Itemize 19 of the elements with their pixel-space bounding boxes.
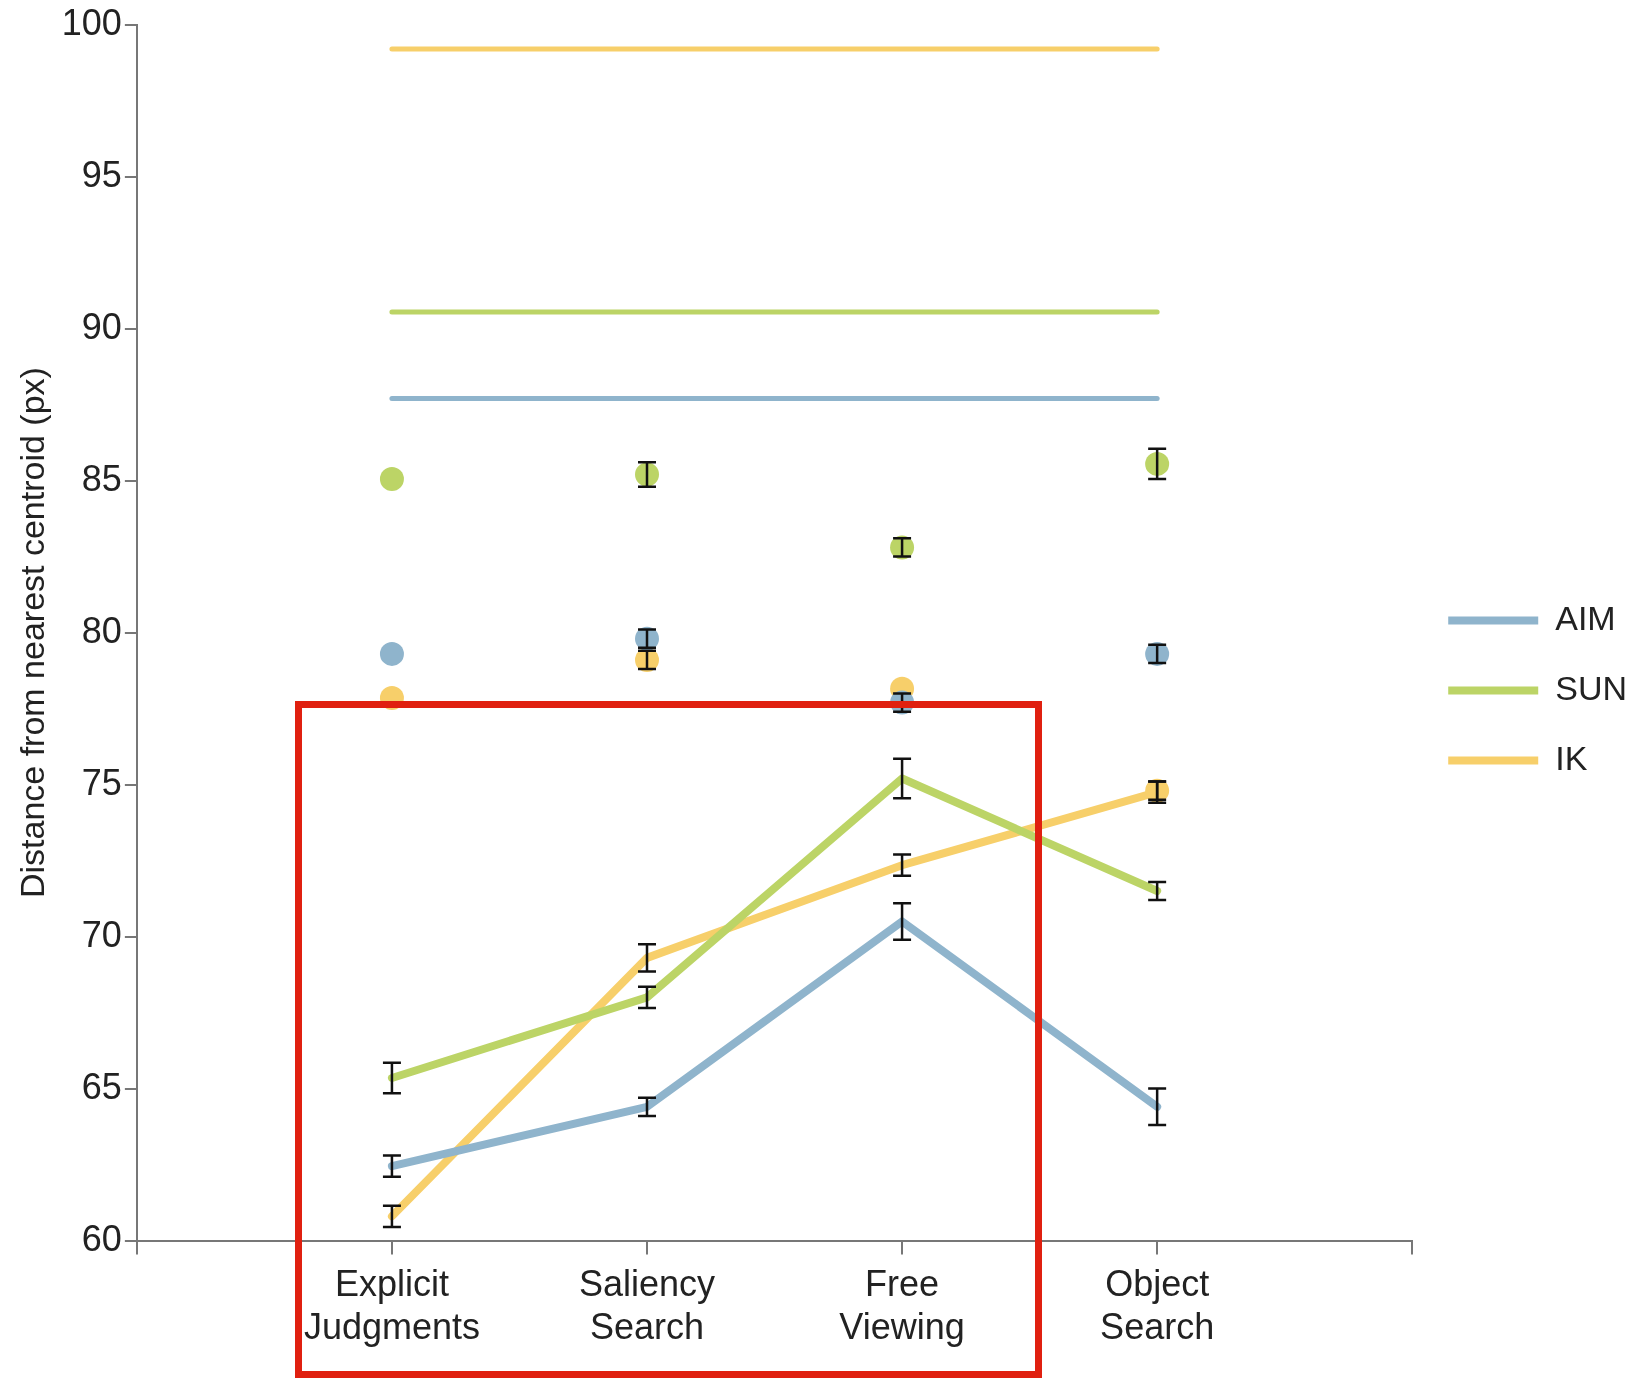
y-tick-label: 60 <box>81 1217 122 1259</box>
legend-label: AIM <box>1555 598 1616 637</box>
y-tick-label: 85 <box>81 457 122 499</box>
y-tick-label: 95 <box>81 153 122 195</box>
x-tick-label: Saliency Search <box>578 1263 716 1348</box>
y-tick-label: 65 <box>81 1065 122 1107</box>
y-tick-label: 90 <box>81 305 122 347</box>
legend-label: SUN <box>1555 668 1628 707</box>
y-tick-label: 80 <box>81 609 122 651</box>
x-tick-label: Explicit Judgments <box>303 1263 480 1348</box>
point <box>379 467 404 492</box>
y-axis-title: Distance from nearest centroid (px) <box>12 367 51 899</box>
y-tick-label: 100 <box>61 1 122 43</box>
y-tick-label: 75 <box>81 761 122 803</box>
legend-label: IK <box>1555 738 1588 777</box>
x-tick-label: Object Search <box>1100 1263 1215 1348</box>
x-tick-label: Free Viewing <box>839 1263 965 1348</box>
y-tick-label: 70 <box>81 913 122 955</box>
point <box>379 641 404 666</box>
